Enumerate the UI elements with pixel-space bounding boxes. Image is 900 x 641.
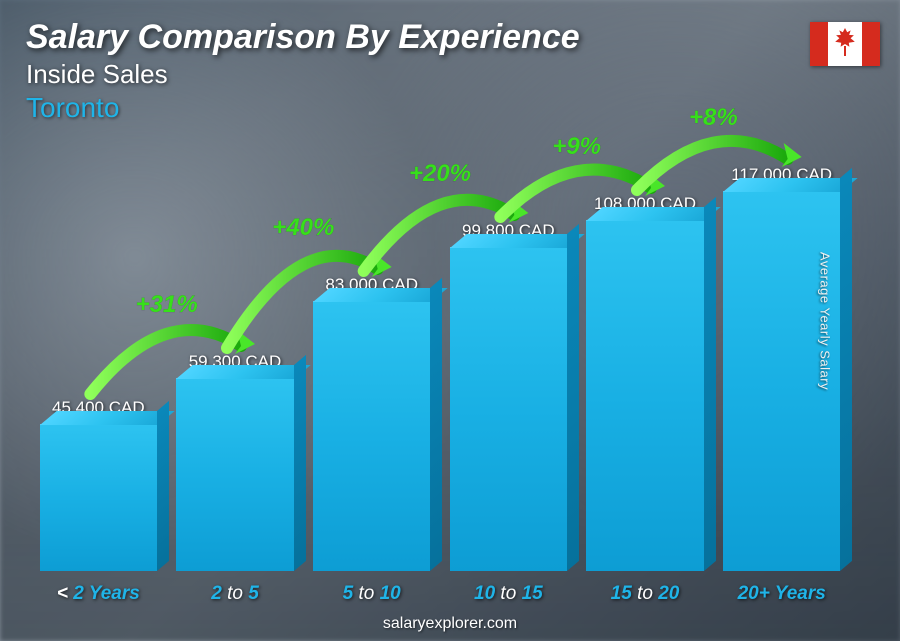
bar-column: 45,400 CAD — [30, 150, 167, 571]
x-axis-label: 20+ Years — [713, 583, 850, 605]
bar — [586, 220, 704, 571]
x-axis-label: 10 to 15 — [440, 583, 577, 605]
y-axis-label: Average Yearly Salary — [817, 251, 832, 389]
bar — [450, 247, 568, 571]
header: Salary Comparison By Experience Inside S… — [26, 18, 580, 124]
salary-bar-chart: 45,400 CAD59,300 CAD83,000 CAD99,800 CAD… — [30, 150, 850, 571]
x-axis-label: < 2 Years — [30, 583, 167, 605]
x-axis-label: 15 to 20 — [577, 583, 714, 605]
bar-column: 59,300 CAD — [167, 150, 304, 571]
bar-column: 83,000 CAD — [303, 150, 440, 571]
bar-column: 108,000 CAD — [577, 150, 714, 571]
job-title: Inside Sales — [26, 59, 580, 90]
bar — [313, 301, 431, 571]
footer-source: salaryexplorer.com — [0, 615, 900, 633]
x-axis-label: 5 to 10 — [303, 583, 440, 605]
x-axis-label: 2 to 5 — [167, 583, 304, 605]
x-axis-labels: < 2 Years2 to 55 to 1010 to 1515 to 2020… — [30, 583, 850, 605]
bar — [40, 424, 158, 571]
bar-column: 99,800 CAD — [440, 150, 577, 571]
bar — [176, 378, 294, 571]
canada-flag-icon — [810, 22, 880, 66]
page-title: Salary Comparison By Experience — [26, 18, 580, 57]
location: Toronto — [26, 92, 580, 124]
